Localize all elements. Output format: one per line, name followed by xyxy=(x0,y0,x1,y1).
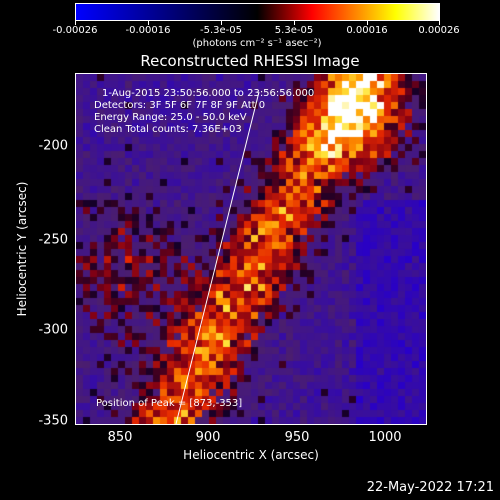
plot-timestamp: 22-May-2022 17:21 xyxy=(366,480,494,495)
rhessi-image-panel: 1-Aug-2015 23:50:56.000 to 23:56:56.000 … xyxy=(75,73,427,425)
y-tick-label: -300 xyxy=(38,322,68,338)
colorbar-tick xyxy=(439,20,440,25)
colorbar-tick xyxy=(148,20,149,25)
colorbar-tick-label: -5.3e-05 xyxy=(200,25,242,36)
colorbar-tick xyxy=(367,20,368,25)
x-tick-label: 1000 xyxy=(368,430,402,445)
info-time-range: 1-Aug-2015 23:50:56.000 to 23:56:56.000 xyxy=(102,88,315,99)
limb-overlay xyxy=(175,91,260,424)
info-energy-range: Energy Range: 25.0 - 50.0 keV xyxy=(94,112,247,123)
peak-position-label: Position of Peak = [873,-353] xyxy=(96,398,243,409)
solar-limb-line xyxy=(175,91,260,424)
colorbar-tick-label: 5.3e-05 xyxy=(274,25,314,36)
info-clean-counts: Clean Total counts: 7.36E+03 xyxy=(94,124,242,135)
colorbar-tick xyxy=(294,20,295,25)
colorbar-tick-label: -0.00016 xyxy=(125,25,171,36)
y-tick-label: -200 xyxy=(38,138,68,154)
colorbar-tick-label: 0.00026 xyxy=(418,25,460,36)
colorbar-tick xyxy=(75,20,76,25)
x-tick-label: 900 xyxy=(195,430,221,445)
x-tick-label: 950 xyxy=(284,430,310,445)
image-title: Reconstructed RHESSI Image xyxy=(140,52,360,70)
x-axis-label: Heliocentric X (arcsec) xyxy=(183,448,319,462)
x-tick-label: 850 xyxy=(107,430,133,445)
colorbar-tick-label: 0.00016 xyxy=(346,25,388,36)
colorbar-units-label: (photons cm⁻² s⁻¹ asec⁻²) xyxy=(192,38,322,49)
colorbar xyxy=(75,3,440,21)
rhessi-heatmap xyxy=(76,74,426,424)
colorbar-tick-label: -0.00026 xyxy=(52,25,98,36)
y-axis-label: Heliocentric Y (arcsec) xyxy=(15,181,29,317)
info-detectors: Detectors: 3F 5F 6F 7F 8F 9F Att 0 xyxy=(94,100,266,111)
y-tick-label: -350 xyxy=(38,413,68,429)
colorbar-tick xyxy=(221,20,222,25)
y-tick-label: -250 xyxy=(38,232,68,248)
